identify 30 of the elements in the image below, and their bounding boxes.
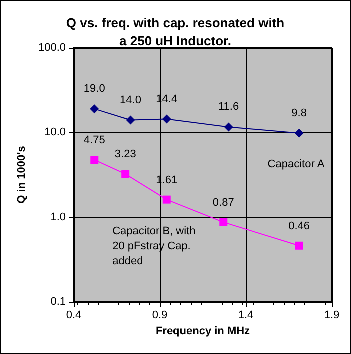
- data-label: 14.0: [120, 94, 142, 106]
- x-axis-title: Frequency in MHz: [156, 325, 251, 338]
- point: [162, 114, 172, 124]
- point: [126, 116, 136, 125]
- y-tick-label: 100.0: [38, 42, 66, 54]
- y-tick-label: 10.0: [44, 126, 66, 139]
- point: [122, 170, 130, 178]
- data-label: 0.87: [212, 196, 234, 209]
- point: [90, 104, 100, 114]
- y-axis-title: Q in 1000's: [16, 146, 28, 204]
- data-label: 9.8: [292, 107, 307, 120]
- data-label: 4.75: [84, 134, 106, 147]
- data-label: 11.6: [218, 101, 240, 114]
- x-tick-label: 1.4: [238, 310, 254, 322]
- data-label: 0.46: [288, 220, 310, 232]
- text: Capacitor A: [268, 158, 326, 171]
- x-tick-label: 0.9: [152, 310, 168, 322]
- y-tick-label: 1.0: [50, 211, 66, 224]
- data-label: 3.23: [114, 148, 136, 161]
- point: [220, 218, 228, 226]
- point: [90, 156, 99, 164]
- chart-title: Q vs. freq. with cap. resonated with a 250 uH Inductor.: [66, 16, 285, 48]
- x-tick-label: 1.9: [324, 310, 340, 322]
- point: [295, 242, 304, 250]
- point: [224, 122, 234, 132]
- point: [162, 196, 171, 204]
- y-tick-label: 0.1: [50, 296, 66, 308]
- point: [294, 128, 304, 138]
- x-tick-label: 0.4: [66, 310, 82, 322]
- data-label: 19.0: [84, 83, 106, 96]
